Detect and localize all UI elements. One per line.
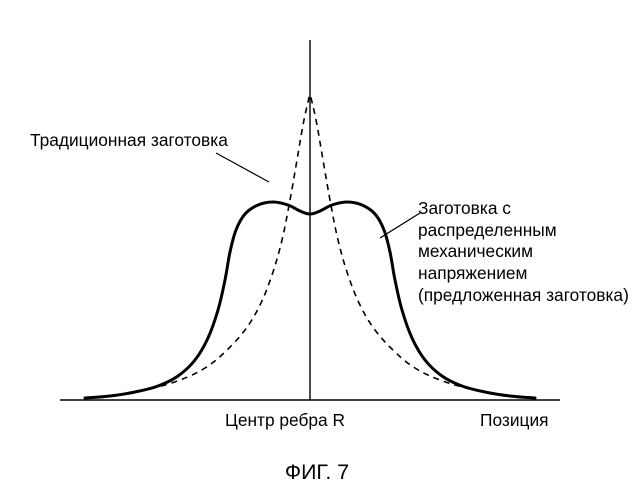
proposed-leader xyxy=(380,213,420,238)
center-axis-label: Центр ребра R xyxy=(225,410,345,432)
proposed-label: Заготовка с распределенным механическим … xyxy=(418,198,634,306)
traditional-label: Традиционная заготовка xyxy=(30,130,228,152)
proposed-label-line3: (предложенная заготовка) xyxy=(418,285,634,307)
proposed-label-line1: Заготовка с распределенным xyxy=(418,198,634,241)
x-axis-label: Позиция xyxy=(480,410,549,432)
proposed-label-line2: механическим напряжением xyxy=(418,241,634,284)
figure-canvas: { "figure": { "width_px": 634, "height_p… xyxy=(0,0,634,500)
traditional-leader xyxy=(216,153,269,182)
figure-caption: ФИГ. 7 xyxy=(0,460,634,485)
